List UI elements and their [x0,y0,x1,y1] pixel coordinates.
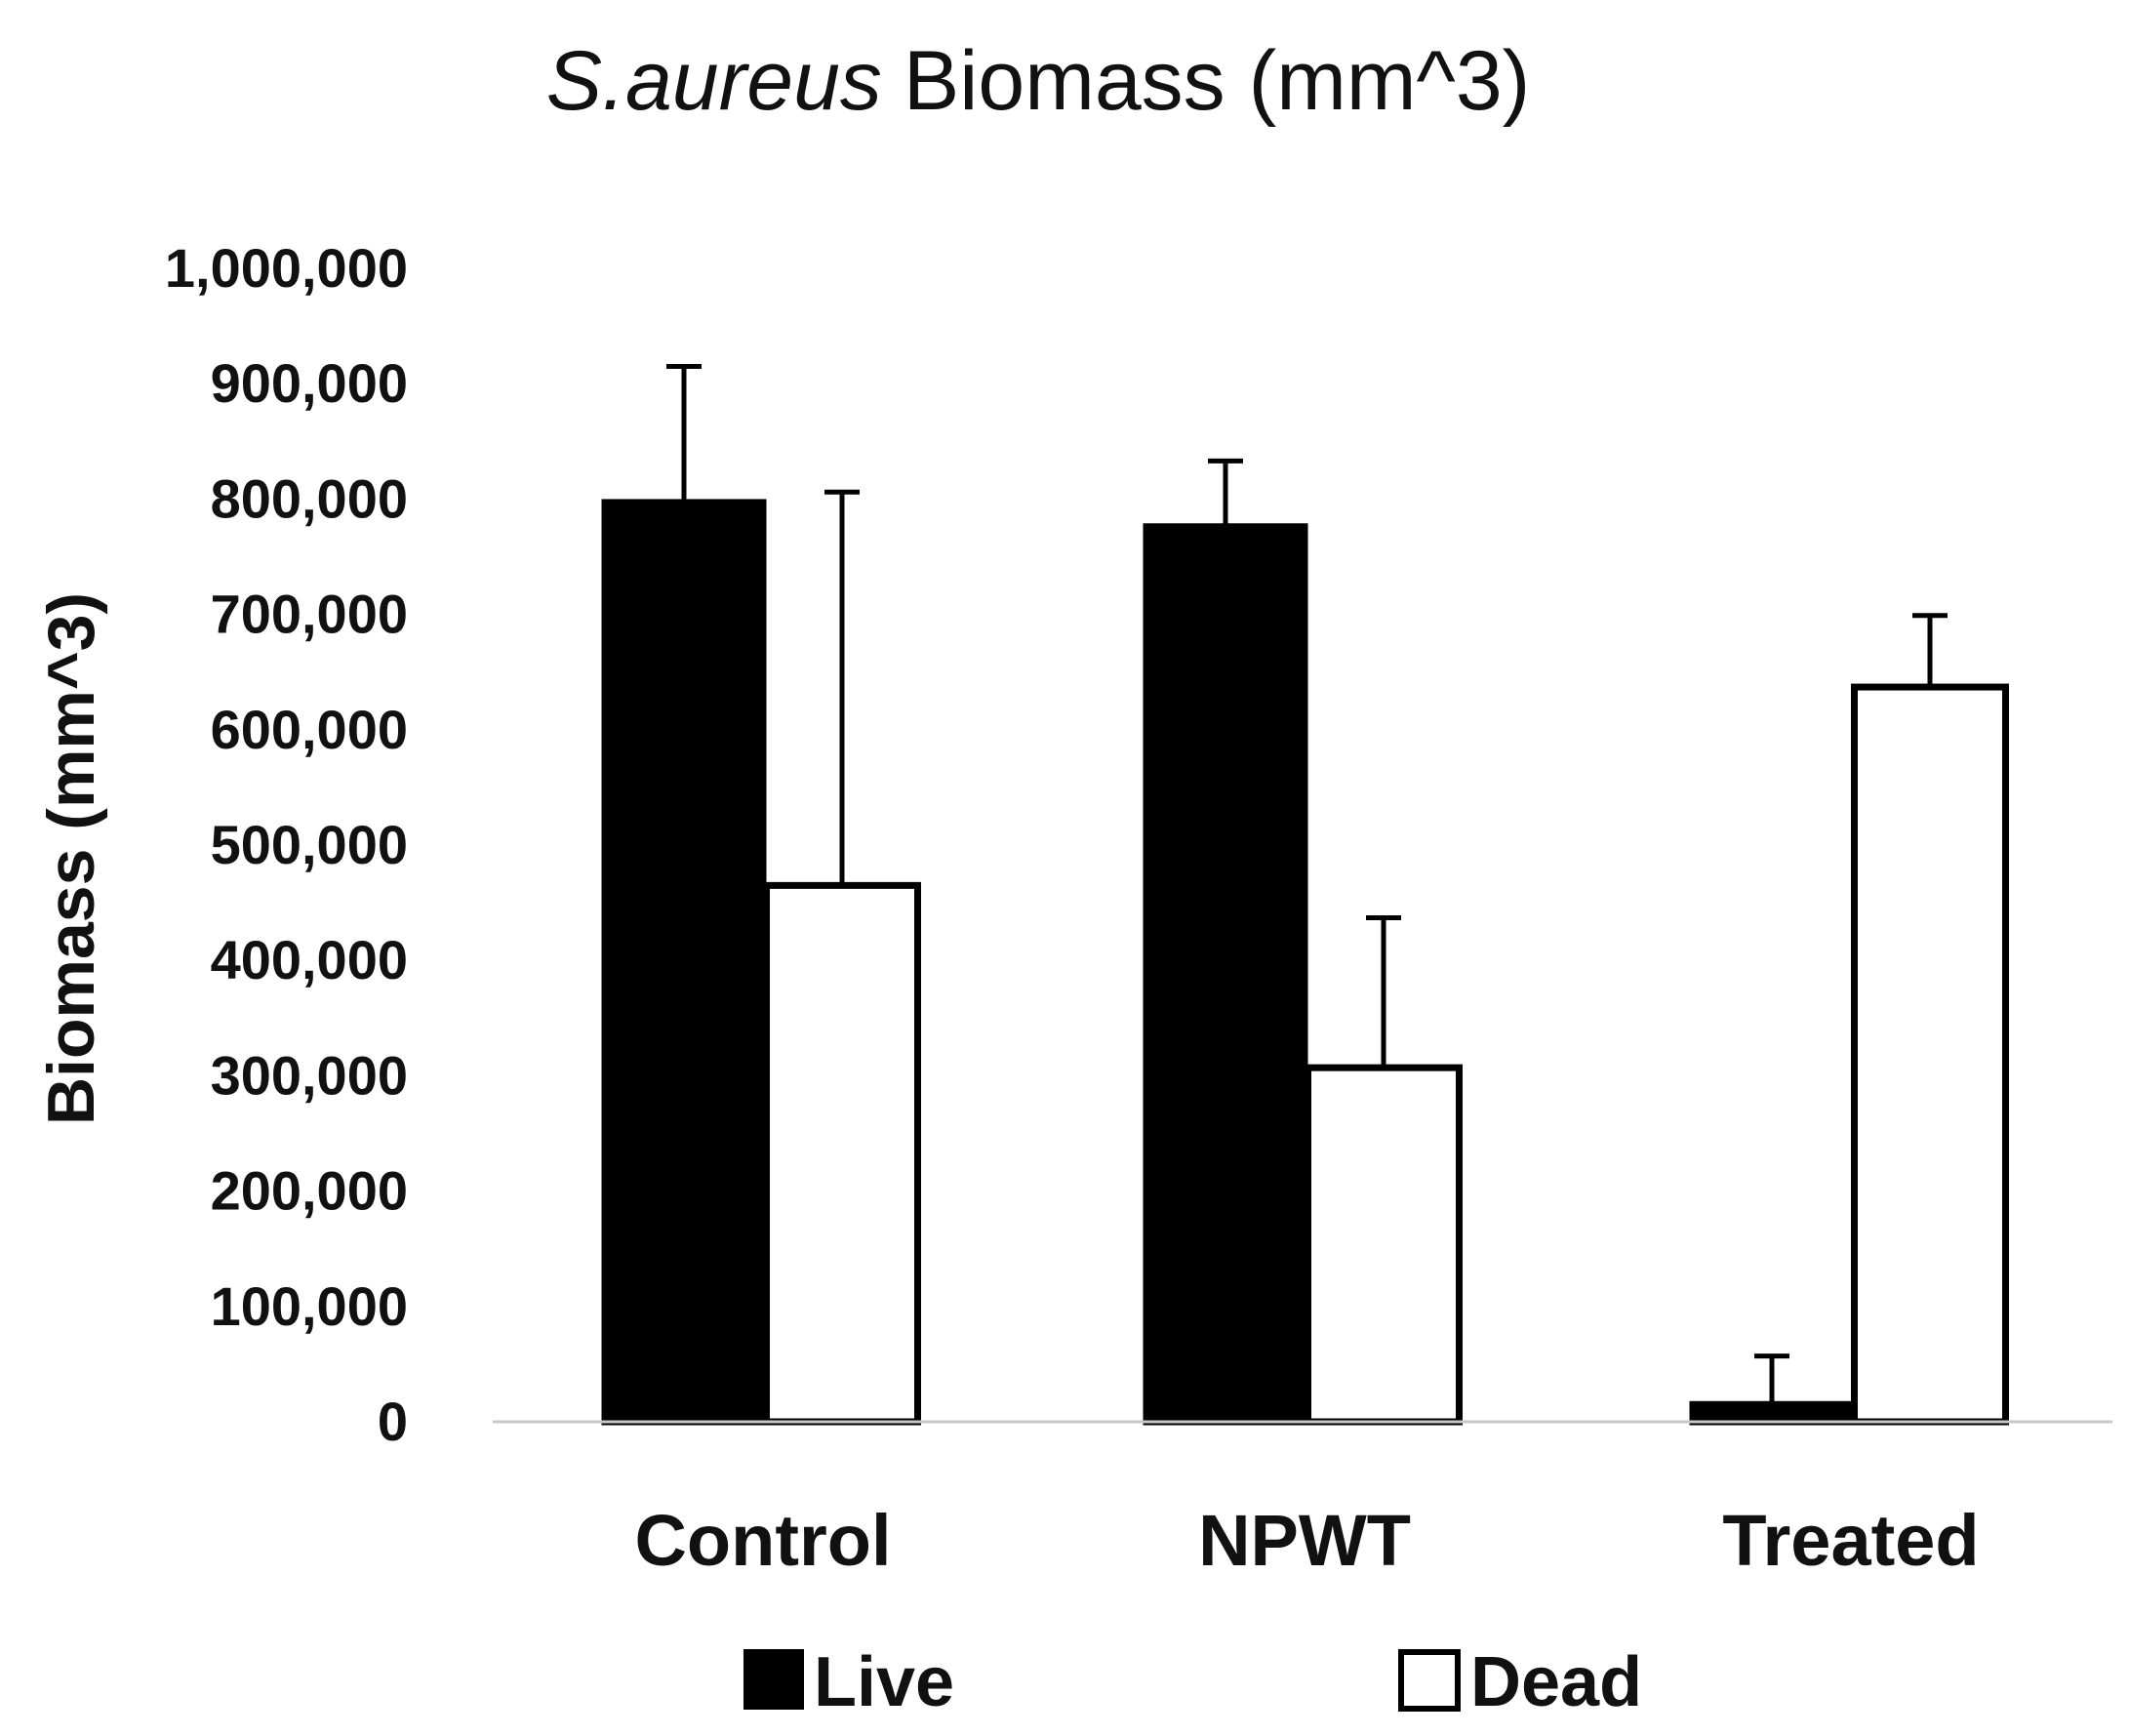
legend-swatch-live [743,1649,804,1710]
bar-dead-treated [1851,683,2009,1426]
bar-live-treated [1689,1400,1855,1426]
chart-title: S.aureus Biomass (mm^3) [546,34,1531,128]
y-axis-title: Biomass (mm^3) [34,592,108,1125]
legend-label-live: Live [814,1643,954,1721]
error-bars [666,363,1948,1405]
y-tick-label: 0 [378,1391,408,1452]
y-tick-label: 500,000 [211,814,408,875]
x-axis-labels: Control NPWT Treated [634,1500,1979,1581]
chart-title-italic: S.aureus [546,34,882,128]
y-tick-label: 1,000,000 [165,237,408,299]
y-tick-label: 100,000 [211,1275,408,1337]
bar-dead-npwt [1305,1064,1463,1426]
bar-live-npwt [1143,523,1308,1426]
legend-swatch-dead [1398,1649,1461,1712]
bar-dead-control [763,881,921,1426]
legend-label-dead: Dead [1470,1643,1642,1721]
x-tick-label-control: Control [634,1500,891,1581]
chart-title-rest: Biomass (mm^3) [904,34,1530,128]
y-tick-label: 900,000 [211,352,408,414]
y-tick-label: 400,000 [211,929,408,990]
y-tick-label: 600,000 [211,699,408,760]
y-tick-label: 300,000 [211,1044,408,1106]
y-tick-label: 700,000 [211,584,408,645]
y-axis-ticks: 0 100,000 200,000 300,000 400,000 500,000 600,… [165,237,408,1452]
y-tick-label: 200,000 [211,1160,408,1222]
bars [601,499,2009,1426]
legend: Live Dead [743,1643,1642,1721]
y-tick-label: 800,000 [211,467,408,529]
x-tick-label-npwt: NPWT [1198,1500,1411,1581]
bar-live-control [601,499,767,1426]
x-tick-label-treated: Treated [1722,1500,1979,1581]
